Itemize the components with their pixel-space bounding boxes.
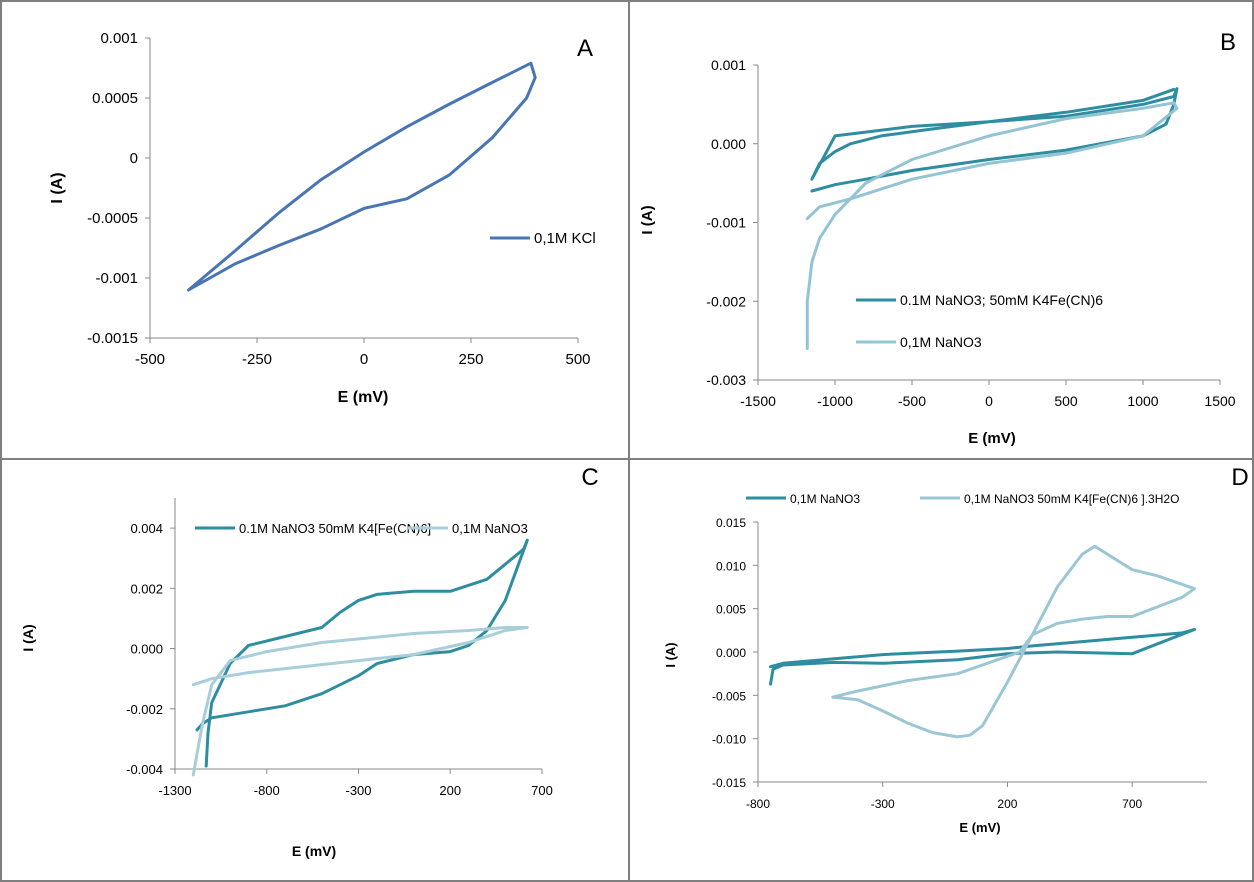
y-tick-label: -0.0005 <box>87 210 138 227</box>
y-tick-label: 0.001 <box>100 30 138 47</box>
legend-label-2: 0,1M NaNO3 50mM K4[Fe(CN)6 ].3H2O <box>964 492 1179 506</box>
y-tick-label: -0.001 <box>95 270 138 287</box>
series-line-1 <box>195 538 529 768</box>
y-tick-label: 0.002 <box>130 581 163 596</box>
y-tick-label: 0.000 <box>711 136 746 152</box>
series-line-1 <box>187 61 537 292</box>
y-tick-label: -0.002 <box>706 293 746 309</box>
y-tick-label: -0.001 <box>706 215 746 231</box>
x-tick-label: -250 <box>242 351 272 368</box>
y-tick-label: 0.001 <box>711 57 746 73</box>
y-tick-label: 0.0005 <box>92 90 138 107</box>
y-tick-label: 0.000 <box>130 642 163 657</box>
legend-label-1: 0.1M NaNO3 50mM K4[Fe(CN)6] <box>239 521 431 536</box>
panel-b-border <box>628 0 1254 460</box>
legend-label-1: 0,1M NaNO3 <box>790 492 860 506</box>
series-line-2 <box>191 626 529 777</box>
panel-d-border <box>628 458 1254 882</box>
panel-a: 0.001 0.0005 0 -0.0005 -0.001 -0.0015 -500 -250… <box>49 30 596 406</box>
x-tick-label: -500 <box>898 393 926 409</box>
panel-d: 0.015 0.010 0.005 0.000 -0.005 -0.010 -0.015-8… <box>663 464 1249 835</box>
panel-c: 0.004 0.002 0.000 -0.002 -0.004 -1300 -800 -300… <box>20 464 599 859</box>
legend-label-1: 0.1M NaNO3; 50mM K4Fe(CN)6 <box>900 292 1103 308</box>
y-axis-label: I (A) <box>49 172 66 203</box>
x-tick-label: -800 <box>746 797 770 811</box>
x-tick-label: 500 <box>565 351 590 368</box>
x-tick-label: -1300 <box>158 783 191 798</box>
y-tick-label: -0.005 <box>712 689 746 703</box>
x-tick-label: -800 <box>254 783 280 798</box>
panel-letter: B <box>1220 29 1236 56</box>
legend-label-2: 0,1M NaNO3 <box>452 521 528 536</box>
y-axis-label: I (A) <box>663 642 678 667</box>
x-axis-label: E (mV) <box>338 389 389 406</box>
y-axis-label: I (A) <box>20 624 36 651</box>
legend-label-1: 0,1M KCl <box>534 230 596 247</box>
y-tick-label: -0.0015 <box>87 330 138 347</box>
series-line-2 <box>831 544 1196 739</box>
x-axis-label: E (mV) <box>959 820 1000 835</box>
y-tick-label: 0.000 <box>716 646 746 660</box>
x-tick-label: 700 <box>1122 797 1142 811</box>
y-tick-label: 0.015 <box>716 516 746 530</box>
y-tick-label: 0.004 <box>130 521 163 536</box>
x-tick-label: 700 <box>531 783 553 798</box>
y-axis-label: I (A) <box>639 205 656 234</box>
panel-letter: A <box>577 35 593 62</box>
panel-b: 0.001 0.000 -0.001 -0.002 -0.003 -1500 -1000 -5… <box>639 29 1236 447</box>
y-tick-label: -0.004 <box>126 762 163 777</box>
x-tick-label: 200 <box>439 783 461 798</box>
panel-letter: C <box>581 464 598 491</box>
x-tick-label: -500 <box>135 351 165 368</box>
series-line-1 <box>810 87 1179 193</box>
x-tick-label: 250 <box>458 351 483 368</box>
y-tick-label: 0.010 <box>716 559 746 573</box>
x-axis-label: E (mV) <box>968 430 1016 447</box>
y-tick-label: -0.010 <box>712 733 746 747</box>
x-tick-label: 500 <box>1054 393 1078 409</box>
y-tick-label: -0.015 <box>712 776 746 790</box>
x-tick-label: 200 <box>997 797 1017 811</box>
x-tick-label: 1000 <box>1127 393 1158 409</box>
x-tick-label: 1500 <box>1204 393 1235 409</box>
x-tick-label: 0 <box>360 351 368 368</box>
y-tick-label: -0.003 <box>706 372 746 388</box>
x-axis-label: E (mV) <box>292 843 336 859</box>
y-tick-label: 0 <box>130 150 138 167</box>
x-tick-label: -1500 <box>740 393 776 409</box>
panel-letter: D <box>1231 464 1248 491</box>
y-tick-label: 0.005 <box>716 603 746 617</box>
x-tick-label: 0 <box>985 393 993 409</box>
series-line-2 <box>805 101 1179 350</box>
y-tick-label: -0.002 <box>126 702 163 717</box>
legend-label-2: 0,1M NaNO3 <box>900 334 982 350</box>
x-tick-label: -1000 <box>817 393 853 409</box>
x-tick-label: -300 <box>871 797 895 811</box>
series-line-1 <box>769 628 1196 686</box>
x-tick-label: -300 <box>345 783 371 798</box>
